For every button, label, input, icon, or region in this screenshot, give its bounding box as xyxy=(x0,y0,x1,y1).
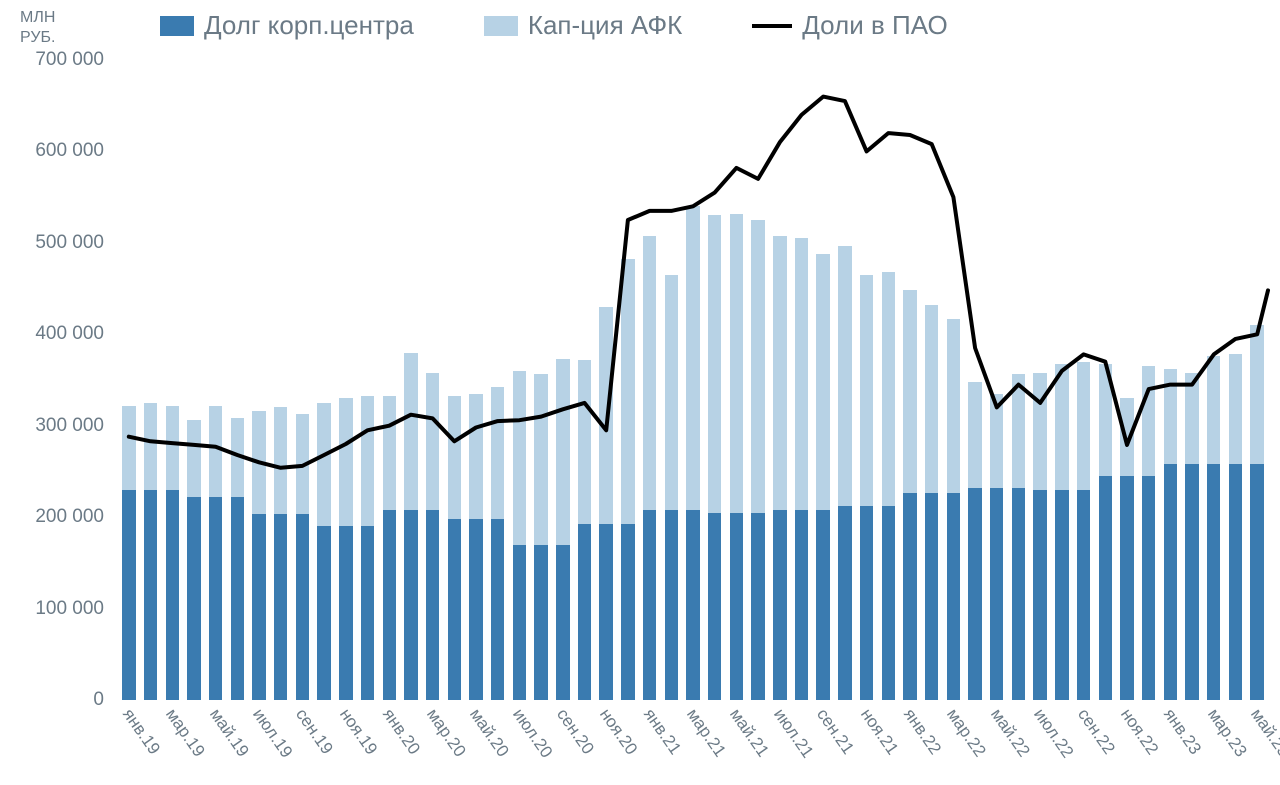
x-tick-label: янв.19 xyxy=(118,705,164,758)
legend-label: Долг корп.центра xyxy=(204,10,414,41)
x-tick-label: сен.20 xyxy=(552,705,598,758)
x-tick-label: ноя.22 xyxy=(1116,705,1162,759)
x-tick-label: май.19 xyxy=(205,705,253,761)
legend-item: Долг корп.центра xyxy=(160,10,414,41)
x-tick-label: май.21 xyxy=(726,705,774,761)
y-axis-unit: МЛН РУБ. xyxy=(20,8,55,48)
x-tick-label: май.23 xyxy=(1246,705,1280,761)
x-tick-label: июл.20 xyxy=(509,705,557,762)
x-tick-label: ноя.19 xyxy=(335,705,381,759)
y-tick-label: 400 000 xyxy=(0,323,104,345)
x-tick-label: мар.22 xyxy=(943,705,990,761)
y-tick-label: 300 000 xyxy=(0,415,104,437)
x-tick-label: янв.20 xyxy=(378,705,424,758)
legend-swatch xyxy=(160,16,194,36)
y-tick-label: 600 000 xyxy=(0,140,104,162)
x-tick-label: мар.20 xyxy=(422,705,469,761)
x-axis: янв.19мар.19май.19июл.19сен.19ноя.19янв.… xyxy=(118,704,1268,774)
x-tick-label: янв.21 xyxy=(639,705,685,758)
legend-item: Кап-ция АФК xyxy=(484,10,682,41)
y-tick-label: 0 xyxy=(0,689,104,711)
legend-label: Кап-ция АФК xyxy=(528,10,682,41)
x-tick-label: июл.19 xyxy=(248,705,296,762)
x-tick-label: мар.23 xyxy=(1203,705,1250,761)
x-tick-label: сен.19 xyxy=(292,705,338,758)
y-tick-label: 700 000 xyxy=(0,49,104,71)
y-tick-label: 200 000 xyxy=(0,506,104,528)
x-tick-label: ноя.20 xyxy=(595,705,641,759)
legend: Долг корп.центра Кап-ция АФК Доли в ПАО xyxy=(160,10,948,41)
chart-container: МЛН РУБ. Долг корп.центра Кап-ция АФК Доли… xyxy=(0,0,1280,785)
x-tick-label: сен.21 xyxy=(812,705,858,758)
x-tick-label: май.22 xyxy=(986,705,1034,761)
y-tick-label: 500 000 xyxy=(0,232,104,254)
legend-item: Доли в ПАО xyxy=(752,10,947,41)
y-tick-label: 100 000 xyxy=(0,598,104,620)
x-tick-label: мар.21 xyxy=(682,705,729,761)
legend-swatch xyxy=(484,16,518,36)
x-tick-label: ноя.21 xyxy=(856,705,902,759)
y-axis: 0100 000200 000300 000400 000500 000600 … xyxy=(0,60,110,700)
x-tick-label: янв.23 xyxy=(1160,705,1206,758)
x-tick-label: июл.21 xyxy=(769,705,817,762)
pao-line xyxy=(129,97,1268,468)
x-tick-label: янв.22 xyxy=(899,705,945,758)
line-layer xyxy=(118,60,1268,700)
x-tick-label: май.20 xyxy=(465,705,513,761)
legend-line xyxy=(752,24,792,28)
x-tick-label: июл.22 xyxy=(1029,705,1077,762)
legend-label: Доли в ПАО xyxy=(802,10,947,41)
x-tick-label: сен.22 xyxy=(1073,705,1119,758)
plot-area xyxy=(118,60,1268,700)
x-tick-label: мар.19 xyxy=(161,705,208,761)
